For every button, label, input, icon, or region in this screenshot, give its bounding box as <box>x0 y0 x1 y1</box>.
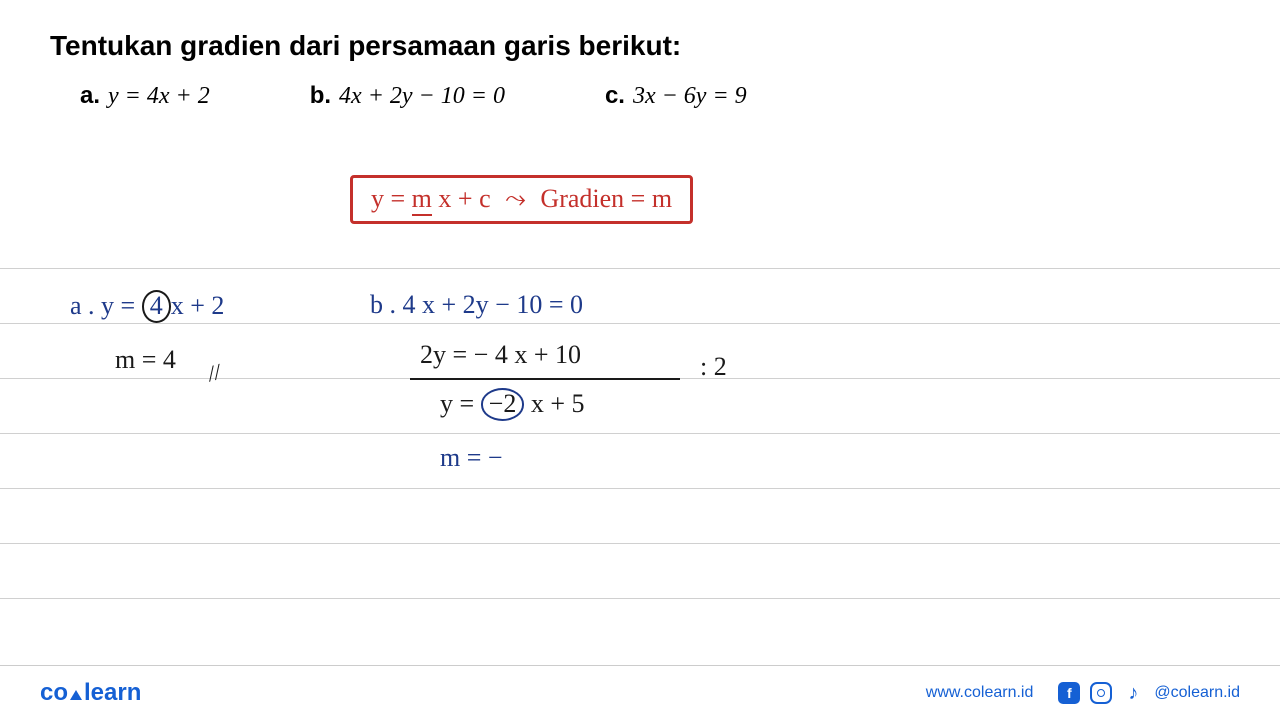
option-a-eq: y = 4x + 2 <box>108 83 210 110</box>
work-a-line2: m = 4 <box>115 345 176 375</box>
work-b-line4: m = − <box>440 443 503 473</box>
work-b-result: m = − <box>440 443 503 472</box>
logo-right: learn <box>84 679 141 707</box>
formula-box: y = m x + c ⤳ Gradien = m <box>350 175 693 224</box>
hline <box>0 543 1280 544</box>
hline <box>0 598 1280 599</box>
question-title: Tentukan gradien dari persamaan garis be… <box>50 30 1230 62</box>
option-c-eq: 3x − 6y = 9 <box>633 83 747 110</box>
work-b-pre3: y = <box>440 389 481 418</box>
work-b-line1: b . 4 x + 2y − 10 = 0 <box>370 290 583 320</box>
footer-right: www.colearn.id f ♪ @colearn.id <box>926 682 1240 704</box>
footer: co learn www.colearn.id f ♪ @colearn.id <box>0 665 1280 720</box>
work-a-result: m = 4 <box>115 345 176 374</box>
question-area: Tentukan gradien dari persamaan garis be… <box>0 0 1280 120</box>
footer-url: www.colearn.id <box>926 684 1034 702</box>
option-b-label: b. <box>310 82 331 110</box>
option-c: c. 3x − 6y = 9 <box>605 82 747 110</box>
work-a-post: x + 2 <box>171 291 225 320</box>
facebook-icon: f <box>1058 682 1080 704</box>
work-b-eq2: 2y = − 4 x + 10 <box>420 340 581 369</box>
work-b-divide: : 2 <box>700 352 727 382</box>
work-b-circled: −2 <box>481 388 525 421</box>
footer-handle: @colearn.id <box>1154 684 1240 702</box>
lined-paper <box>0 160 1280 660</box>
formula-rhs: Gradien = m <box>540 184 672 213</box>
option-b: b. 4x + 2y − 10 = 0 <box>310 82 505 110</box>
work-b-div: : 2 <box>700 352 727 381</box>
work-b-eq1: b . 4 x + 2y − 10 = 0 <box>370 290 583 319</box>
hline <box>0 323 1280 324</box>
formula-lhs: y = <box>371 184 412 213</box>
work-a-line1: a . y = 4x + 2 <box>70 290 224 323</box>
instagram-icon <box>1090 682 1112 704</box>
hline <box>0 433 1280 434</box>
options-row: a. y = 4x + 2 b. 4x + 2y − 10 = 0 c. 3x … <box>50 82 1230 110</box>
work-b-post3: x + 5 <box>524 389 584 418</box>
option-c-label: c. <box>605 82 625 110</box>
work-b-line3: y = −2 x + 5 <box>440 388 585 421</box>
hline <box>0 488 1280 489</box>
option-a: a. y = 4x + 2 <box>80 82 210 110</box>
logo: co learn <box>40 679 141 707</box>
logo-dot-icon <box>70 690 82 700</box>
option-a-label: a. <box>80 82 100 110</box>
work-b-divline <box>410 378 680 380</box>
work-a-pre: a . y = <box>70 291 142 320</box>
formula-arrow: ⤳ <box>505 184 526 213</box>
option-b-eq: 4x + 2y − 10 = 0 <box>339 83 505 110</box>
work-a-circled: 4 <box>142 290 171 323</box>
hline <box>0 268 1280 269</box>
logo-left: co <box>40 679 68 707</box>
formula-mid: x + c <box>432 184 491 213</box>
tiktok-icon: ♪ <box>1122 682 1144 704</box>
work-b-line2: 2y = − 4 x + 10 <box>420 340 581 370</box>
formula-m: m <box>412 184 432 216</box>
